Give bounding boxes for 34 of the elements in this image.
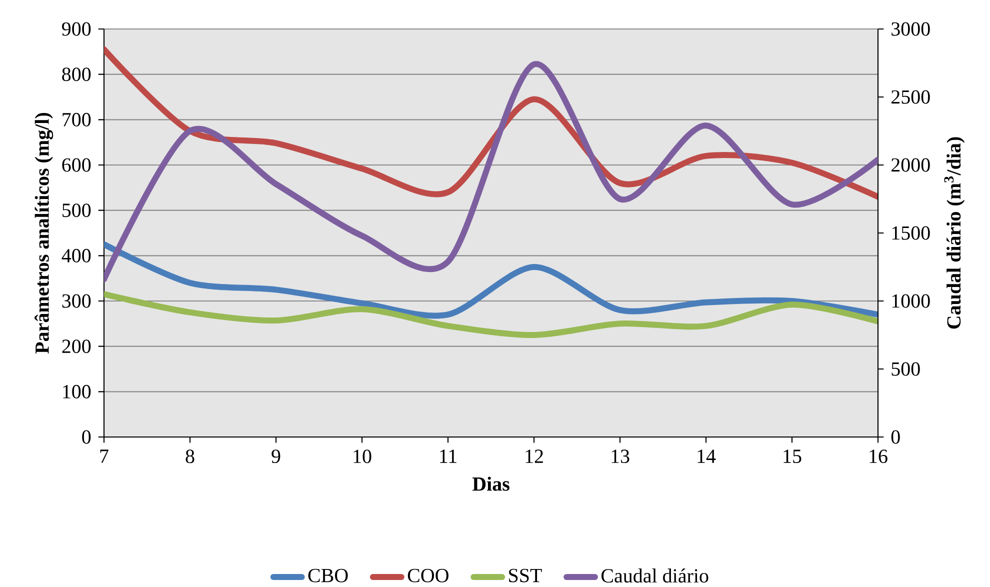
y-tick-label: 400	[62, 248, 91, 262]
y2-tick-label: 2500	[891, 90, 930, 104]
y-tick-label: 100	[63, 384, 91, 398]
x-tick-label: 7	[100, 450, 108, 463]
y2-tick-label: 1500	[892, 226, 930, 240]
y-tick-label: 500	[62, 204, 91, 218]
x-tick-label: 8	[186, 450, 194, 464]
x-tick-label: 13	[612, 450, 630, 464]
legend-label: Caudal diário	[601, 568, 708, 583]
y-tick-label: 0	[82, 430, 91, 444]
y-tick-label: 700	[62, 112, 91, 126]
x-tick-label: 12	[526, 450, 543, 463]
y-tick-label: 200	[62, 340, 91, 354]
y2-tick-label: 1000	[892, 294, 930, 308]
y2-axis-title: Caudal diário (m$^{3}$/dia)	[944, 137, 965, 329]
y-tick-label: 800	[62, 68, 91, 82]
legend-label: COO	[408, 568, 448, 582]
y2-tick-label: 2000	[891, 158, 930, 172]
x-tick-label: 15	[784, 450, 802, 464]
x-tick-label: 14	[698, 450, 716, 463]
legend-label: CBO	[308, 568, 348, 582]
y-tick-label: 300	[62, 294, 91, 308]
legend-label: SST	[509, 568, 542, 582]
y2-tick-label: 3000	[892, 22, 930, 36]
y2-tick-label: 0	[891, 430, 900, 444]
y-tick-label: 600	[62, 158, 91, 172]
y-axis-title: Parâmetros analíticos (mg/l)	[34, 112, 54, 354]
x-tick-label: 10	[354, 450, 372, 464]
y-tick-label: 900	[62, 22, 91, 36]
x-tick-label: 9	[272, 450, 280, 464]
x-tick-label: 11	[440, 450, 456, 463]
y2-tick-label: 500	[892, 362, 920, 376]
x-tick-label: 16	[870, 450, 888, 464]
x-axis-title: Dias	[472, 476, 510, 491]
